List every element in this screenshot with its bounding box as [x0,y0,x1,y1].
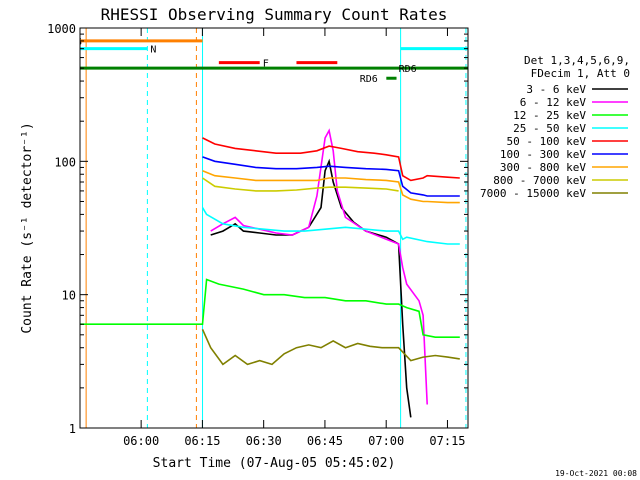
series-line-8 [201,328,460,366]
footer-timestamp: 19-Oct-2021 00:08 [555,469,637,478]
legend-header-0: Det 1,3,4,5,6,9, [524,54,630,67]
x-tick-label-0: 06:00 [123,434,159,448]
flag-label-2: N [471,45,477,56]
flag-label-0: S [76,37,82,48]
x-tick-label-2: 06:30 [246,434,282,448]
legend-label-8: 7000 - 15000 keV [480,187,586,200]
series-line-6 [202,169,460,204]
legend-label-7: 800 - 7000 keV [493,174,586,187]
series-line-5 [202,156,460,197]
y-tick-label-0: 1 [69,422,76,436]
series-line-1 [210,128,428,405]
legend: Det 1,3,4,5,6,9,FDecim 1, Att 0 3 - 6 keV… [480,54,630,200]
flag-label-6: RD6 [360,74,378,85]
flag-label-5: RD6 [399,64,417,75]
y-tick-label-2: 100 [54,155,76,169]
chart-title: RHESSI Observing Summary Count Rates [101,5,448,24]
legend-label-5: 100 - 300 keV [500,148,586,161]
series-line-7 [202,177,399,192]
y-tick-label-1: 10 [62,289,76,303]
x-tick-label-5: 07:15 [429,434,465,448]
y-tick-label-3: 1000 [47,22,76,36]
legend-label-4: 50 - 100 keV [507,135,587,148]
legend-label-6: 300 - 800 keV [500,161,586,174]
flag-label-1: N [150,45,156,56]
series-line-4 [202,137,460,182]
legend-label-0: 3 - 6 keV [526,83,586,96]
y-axis-label: Count Rate (s⁻¹ detector⁻¹) [20,122,35,333]
x-tick-label-1: 06:15 [184,434,220,448]
series-line-3 [201,207,460,245]
x-tick-label-3: 06:45 [307,434,343,448]
legend-label-3: 25 - 50 keV [513,122,586,135]
plot-frame [79,27,469,429]
legend-header-1: FDecim 1, Att 0 [531,67,630,80]
series-line-2 [80,278,460,339]
x-axis-label: Start Time (07-Aug-05 05:45:02) [153,456,396,471]
legend-label-1: 6 - 12 keV [520,96,587,109]
flag-label-3: F [263,59,269,70]
x-tick-label-4: 07:00 [368,434,404,448]
legend-label-2: 12 - 25 keV [513,109,586,122]
